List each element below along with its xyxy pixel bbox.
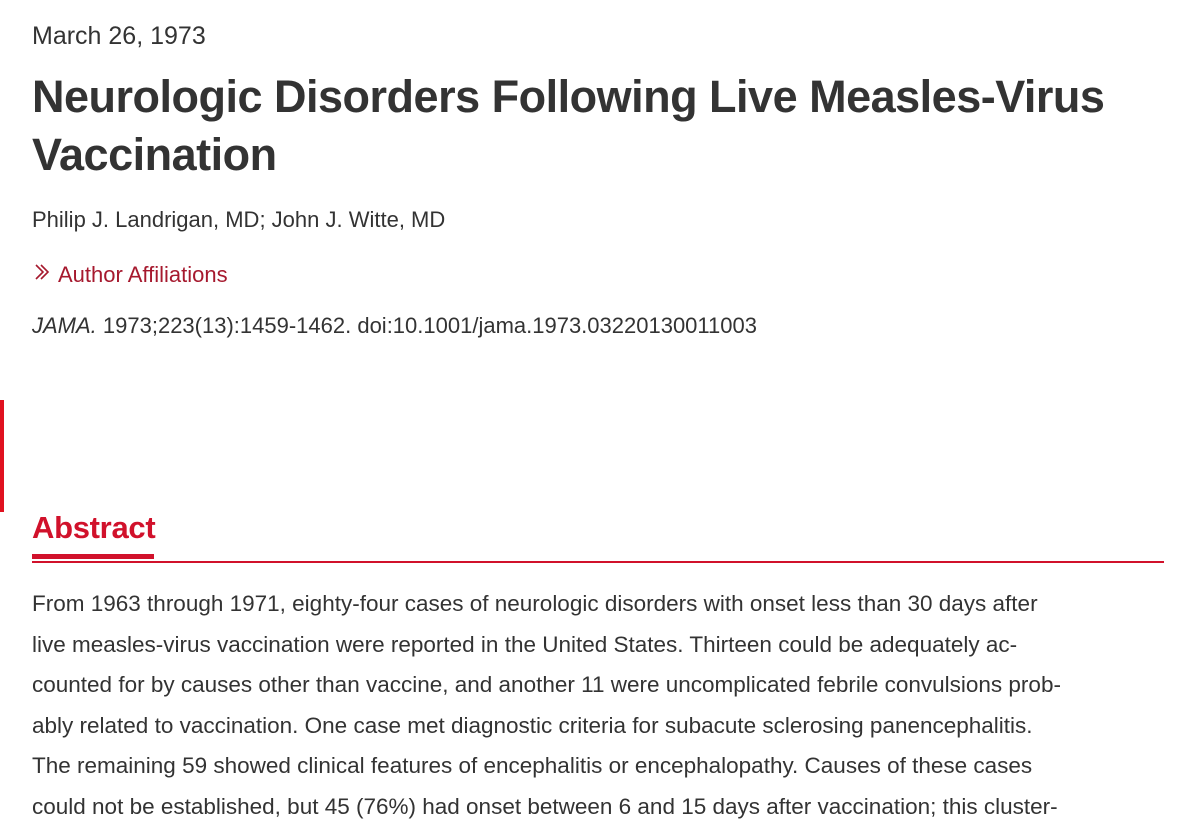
article-title: Neurologic Disorders Following Live Meas… <box>32 71 1105 180</box>
abstract-line: live measles-virus vaccination were repo… <box>32 631 1018 657</box>
abstract-text: From 1963 through 1971, eighty-four case… <box>32 584 1172 827</box>
abstract-line: The remaining 59 showed clinical feature… <box>32 753 1033 778</box>
chevron-right-double-icon <box>32 262 58 288</box>
abstract-section-divider <box>32 561 1164 563</box>
abstract-line: could not be established, but 45 (76%) h… <box>32 793 1058 819</box>
author-affiliations-link[interactable]: Author Affiliations <box>32 262 228 288</box>
abstract-line: counted for by causes other than vaccine… <box>32 672 1061 697</box>
abstract-line: From 1963 through 1971, eighty-four case… <box>32 591 1038 616</box>
citation-journal: JAMA. <box>32 313 97 338</box>
publication-date: March 26, 1973 <box>32 22 206 50</box>
abstract-heading: Abstract <box>32 510 156 545</box>
abstract-heading-underline <box>32 554 154 559</box>
abstract-line: ably related to vaccination. One case me… <box>32 712 1033 738</box>
citation-details: 1973;223(13):1459-1462. doi:10.1001/jama… <box>96 313 757 338</box>
author-list: Philip J. Landrigan, MD; John J. Witte, … <box>32 207 446 232</box>
author-affiliations-label: Author Affiliations <box>58 262 228 287</box>
section-marker-bar <box>0 400 4 512</box>
citation: JAMA. 1973;223(13):1459-1462. doi:10.100… <box>32 313 757 339</box>
